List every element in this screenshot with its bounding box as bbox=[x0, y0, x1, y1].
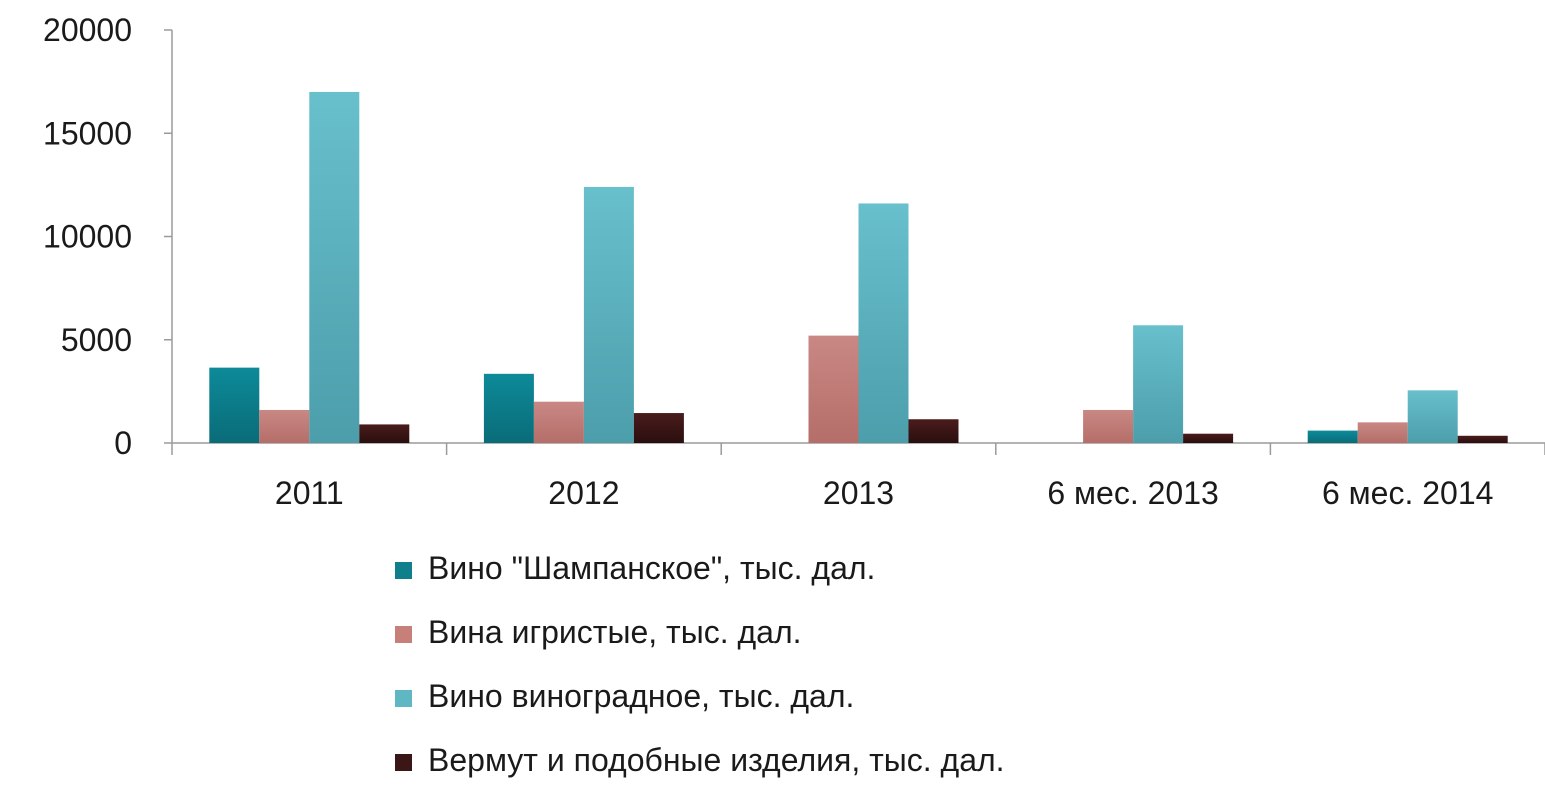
legend-label: Вино "Шампанское", тыс. дал. bbox=[428, 550, 875, 586]
bar-3-5 bbox=[1407, 390, 1458, 443]
bar-3-2 bbox=[583, 186, 634, 443]
y-tick-label: 10000 bbox=[43, 219, 132, 255]
legend-swatch bbox=[395, 562, 412, 579]
bar-2-5 bbox=[1357, 422, 1408, 443]
bar-2-3 bbox=[808, 335, 859, 443]
bars bbox=[209, 91, 1508, 443]
legend-label: Вина игристые, тыс. дал. bbox=[428, 614, 802, 650]
y-tick-label: 0 bbox=[114, 425, 132, 461]
legend-swatch bbox=[395, 626, 412, 643]
legend-swatch bbox=[395, 754, 412, 771]
x-tick-label: 2011 bbox=[275, 475, 344, 511]
bar-1-2 bbox=[483, 373, 534, 443]
bar-4-5 bbox=[1457, 435, 1508, 443]
y-tick-label: 5000 bbox=[61, 322, 132, 358]
bar-4-1 bbox=[359, 424, 410, 443]
x-tick-label: 2012 bbox=[548, 475, 619, 511]
legend-label: Вино виноградное, тыс. дал. bbox=[428, 678, 854, 714]
bar-2-4 bbox=[1083, 409, 1134, 443]
legend-swatch bbox=[395, 690, 412, 707]
y-tick-label: 20000 bbox=[43, 12, 132, 48]
y-axis: 0 5000 10000 15000 20000 bbox=[43, 12, 173, 461]
bar-1-5 bbox=[1307, 430, 1358, 443]
x-tick-label: 6 мес. 2013 bbox=[1047, 475, 1218, 511]
x-tick-label: 6 мес. 2014 bbox=[1322, 475, 1493, 511]
x-axis: 2011 2012 2013 6 мес. 2013 6 мес. 2014 bbox=[171, 442, 1545, 511]
bar-4-4 bbox=[1183, 433, 1234, 443]
bar-2-2 bbox=[533, 401, 584, 443]
bar-2-1 bbox=[259, 409, 310, 443]
bar-3-1 bbox=[309, 91, 360, 443]
bar-4-3 bbox=[908, 419, 959, 443]
y-tick-label: 15000 bbox=[43, 115, 132, 151]
bar-1-1 bbox=[209, 367, 260, 443]
x-tick-label: 2013 bbox=[823, 475, 894, 511]
bar-3-4 bbox=[1133, 325, 1184, 443]
legend-label: Вермут и подобные изделия, тыс. дал. bbox=[428, 742, 1005, 778]
bar-3-3 bbox=[858, 203, 909, 443]
legend: Вино "Шампанское", тыс. дал. Вина игристы… bbox=[395, 550, 1005, 778]
bar-4-2 bbox=[633, 413, 684, 443]
